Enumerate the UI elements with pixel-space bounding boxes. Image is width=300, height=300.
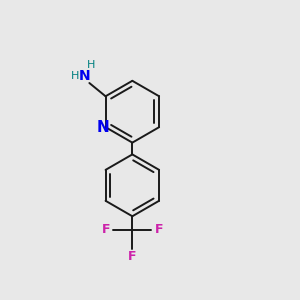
Text: F: F bbox=[128, 250, 136, 263]
Text: N: N bbox=[79, 69, 91, 83]
Text: N: N bbox=[97, 120, 110, 135]
Text: F: F bbox=[154, 223, 163, 236]
Text: H: H bbox=[70, 71, 79, 81]
Text: H: H bbox=[87, 60, 95, 70]
Text: F: F bbox=[102, 223, 110, 236]
